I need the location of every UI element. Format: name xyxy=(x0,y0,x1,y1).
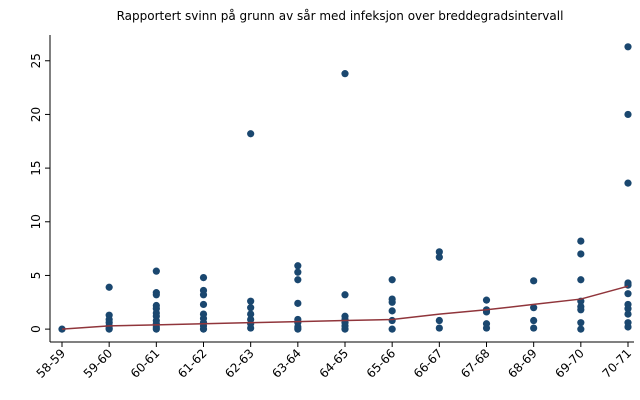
point xyxy=(388,276,396,284)
y-tick-label: 15 xyxy=(29,160,43,175)
point xyxy=(341,325,349,333)
point xyxy=(482,324,491,332)
point xyxy=(624,110,632,119)
point xyxy=(294,262,302,270)
point xyxy=(435,248,443,256)
point xyxy=(341,291,349,299)
point xyxy=(624,43,632,51)
point xyxy=(435,253,443,261)
point xyxy=(294,268,302,276)
point xyxy=(247,297,255,305)
point xyxy=(388,325,396,333)
y-tick-label: 5 xyxy=(29,272,43,280)
point xyxy=(577,237,585,245)
point xyxy=(152,325,160,333)
point xyxy=(624,179,632,187)
point xyxy=(577,250,585,258)
point xyxy=(247,310,255,318)
point xyxy=(577,325,585,333)
point xyxy=(577,306,585,314)
y-tick-label: 10 xyxy=(29,214,43,229)
point xyxy=(624,323,632,331)
mean-line xyxy=(61,285,629,330)
point xyxy=(624,310,632,318)
point xyxy=(388,298,396,306)
point xyxy=(530,324,538,332)
point xyxy=(624,290,632,298)
point xyxy=(482,296,491,304)
point xyxy=(152,267,160,275)
point xyxy=(577,276,585,284)
point xyxy=(294,299,302,307)
point xyxy=(199,300,208,309)
point xyxy=(530,304,538,312)
chart-title: Rapportert svinn på grunn av sår med inf… xyxy=(117,9,564,23)
point xyxy=(341,70,349,78)
point xyxy=(247,324,255,332)
point xyxy=(530,277,538,285)
point xyxy=(294,325,302,333)
point xyxy=(105,325,113,333)
point xyxy=(530,316,538,325)
point xyxy=(199,325,208,333)
point xyxy=(435,324,443,332)
point xyxy=(435,316,443,325)
y-tick-label: 0 xyxy=(29,325,43,333)
point xyxy=(152,291,160,299)
point xyxy=(247,130,255,138)
point xyxy=(388,316,396,325)
point xyxy=(105,283,113,291)
point xyxy=(247,304,255,312)
point xyxy=(624,305,632,313)
point xyxy=(294,276,302,284)
point xyxy=(577,319,585,327)
point xyxy=(388,307,396,315)
y-tick-label: 20 xyxy=(29,107,43,122)
point xyxy=(199,273,208,282)
y-tick-label: 25 xyxy=(29,53,43,68)
point xyxy=(199,291,208,299)
